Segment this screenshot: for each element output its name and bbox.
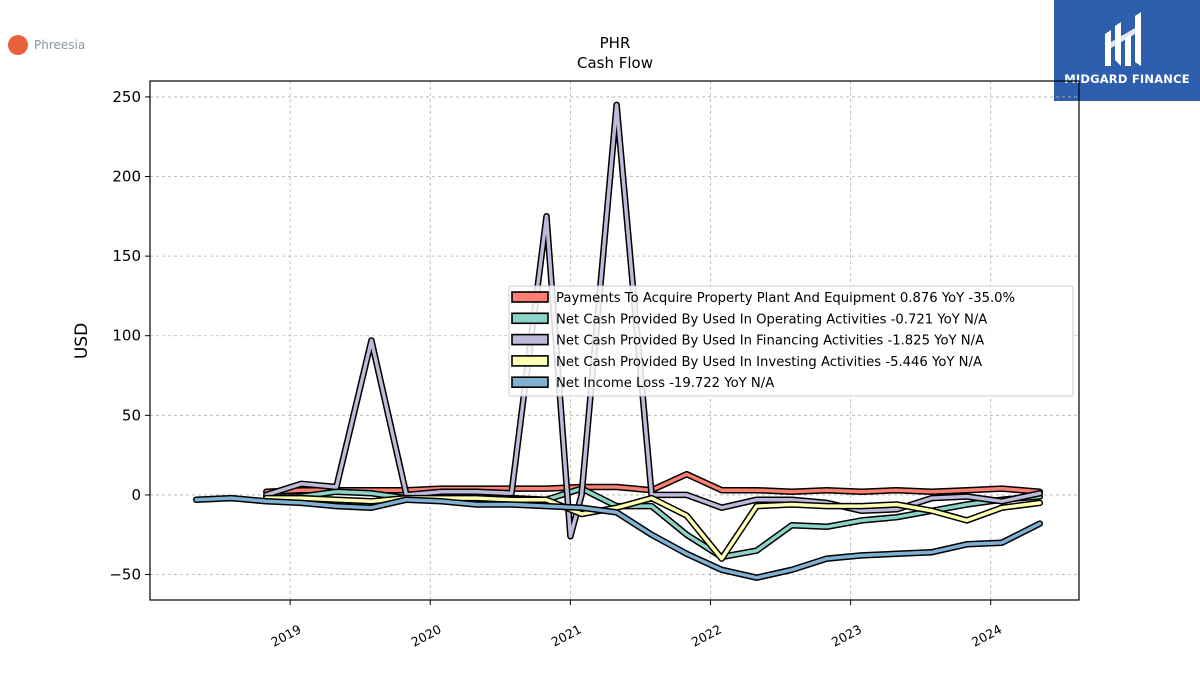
x-tick-label: 2023 xyxy=(829,621,864,649)
series-line xyxy=(194,496,1042,580)
y-tick-label: 200 xyxy=(112,168,141,186)
series-lines xyxy=(192,101,1044,581)
legend-swatch xyxy=(511,376,549,389)
company-name: Phreesia xyxy=(34,38,86,52)
y-tick-label: −50 xyxy=(109,566,141,584)
y-tick-label: 150 xyxy=(112,247,141,265)
legend-swatch xyxy=(511,333,549,346)
legend-box xyxy=(508,285,1074,397)
company-logo-icon xyxy=(8,35,28,55)
company-logo: Phreesia xyxy=(8,35,85,55)
legend: Payments To Acquire Property Plant And E… xyxy=(508,285,1074,397)
x-tick-label: 2024 xyxy=(969,621,1004,649)
legend-swatch xyxy=(511,312,549,325)
x-tick-label: 2020 xyxy=(409,621,444,649)
y-tick-label: 0 xyxy=(131,486,141,504)
y-tick-label: 50 xyxy=(122,406,141,424)
legend-swatch xyxy=(511,291,549,303)
x-tick-label: 2021 xyxy=(549,621,584,649)
chart-subtitle: Cash Flow xyxy=(577,54,653,72)
legend-entry: Payments To Acquire Property Plant And E… xyxy=(556,291,1015,306)
y-tick-label: 250 xyxy=(112,88,141,106)
brand-badge: MIDGARD FINANCE xyxy=(1054,0,1200,101)
brand-logo-icon xyxy=(1105,12,1141,66)
legend-swatch xyxy=(511,355,549,367)
x-tick-label: 2022 xyxy=(689,621,724,649)
x-tick-label: 2019 xyxy=(268,621,303,649)
chart-title: PHR xyxy=(600,34,631,52)
legend-entry: Net Income Loss -19.722 YoY N/A xyxy=(556,376,774,391)
brand-name: MIDGARD FINANCE xyxy=(1064,72,1190,86)
plot-area xyxy=(149,80,1080,601)
y-tick-label: 100 xyxy=(112,327,141,345)
legend-entry: Net Cash Provided By Used In Financing A… xyxy=(556,334,984,349)
y-axis-label: USD xyxy=(72,323,92,359)
legend-entry: Net Cash Provided By Used In Operating A… xyxy=(556,312,987,327)
legend-entry: Net Cash Provided By Used In Investing A… xyxy=(556,355,982,370)
